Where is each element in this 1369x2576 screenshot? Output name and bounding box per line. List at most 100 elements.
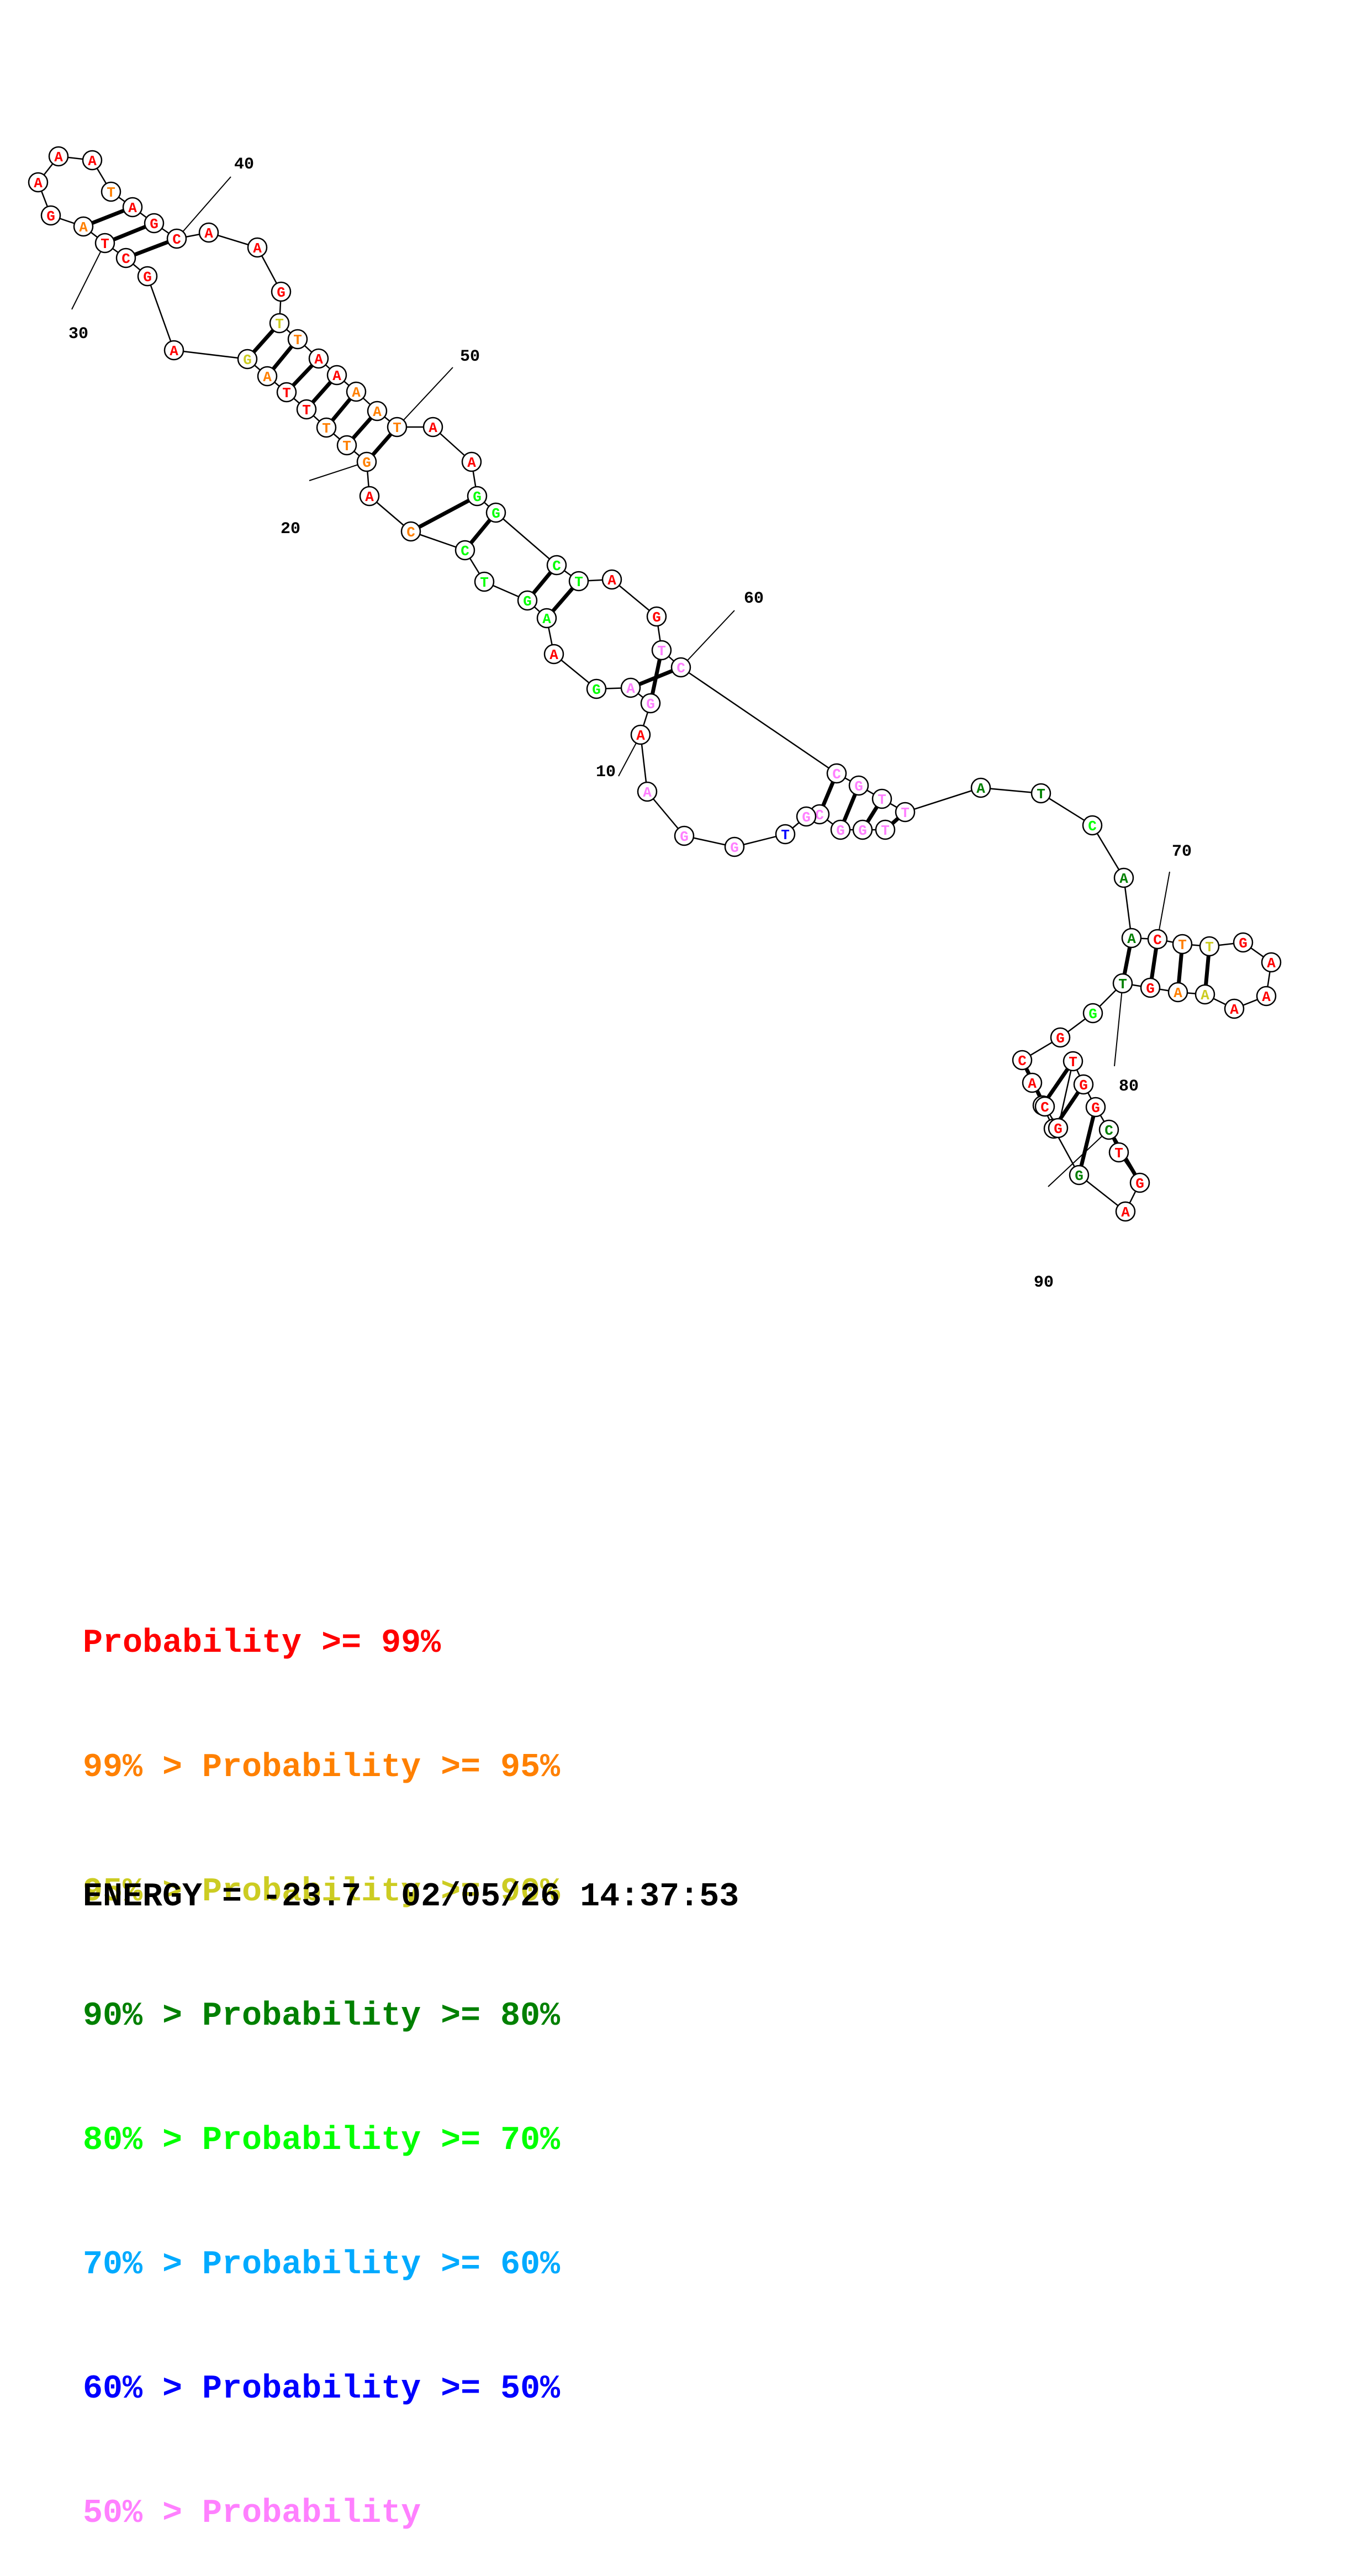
nucleotide-letter: G <box>854 778 863 795</box>
nucleotide-circle <box>94 233 115 254</box>
nucleotide-circle <box>467 486 488 507</box>
nucleotide: T <box>316 417 337 438</box>
nucleotide: T <box>387 417 408 438</box>
nucleotide: T <box>568 571 589 592</box>
nucleotide-circle <box>308 348 329 369</box>
backbone-segment <box>173 349 248 360</box>
nucleotide-circle <box>546 555 567 576</box>
nucleotide-circle <box>620 677 641 698</box>
nucleotide-circle <box>40 205 61 226</box>
nucleotide-circle <box>568 571 589 592</box>
legend-row: Probability >= 99% <box>83 1623 560 1664</box>
position-label: 60 <box>744 589 764 608</box>
nucleotide: G <box>517 590 538 611</box>
nucleotide-letter: A <box>1174 985 1182 1002</box>
nucleotide: A <box>367 401 388 422</box>
nucleotide: C <box>166 228 187 249</box>
energy-footer: ENERGY = -23.7 02/05/26 14:37:53 <box>83 1878 739 1916</box>
nucleotide-circle <box>630 724 651 745</box>
legend-prefix: 95% > <box>83 1873 203 1911</box>
nucleotide-circle <box>257 366 278 387</box>
nucleotide-letter: T <box>781 827 790 844</box>
nucleotide-letter: A <box>976 781 985 797</box>
position-tick-line <box>176 176 231 239</box>
nucleotide-letter: A <box>128 200 137 217</box>
nucleotide: C <box>1082 815 1103 836</box>
nucleotide-letter: G <box>652 609 661 626</box>
nucleotide-circle <box>1034 1096 1055 1117</box>
energy-value: ENERGY = -23.7 <box>83 1878 362 1916</box>
nucleotide-circle <box>163 340 184 361</box>
nucleotide: A <box>422 417 443 438</box>
nucleotide-letter: C <box>832 766 841 783</box>
nucleotide-letter: G <box>1054 1121 1063 1137</box>
nucleotide: T <box>871 788 892 809</box>
nucleotide-circle <box>1012 1050 1033 1071</box>
nucleotide: T <box>101 181 121 202</box>
nucleotide: T <box>1172 934 1193 955</box>
nucleotide-letter: G <box>1091 1100 1100 1116</box>
nucleotide-letter: C <box>406 524 415 541</box>
nucleotide-letter: A <box>1201 987 1209 1004</box>
nucleotide-letter: T <box>342 438 351 455</box>
position-label: 40 <box>234 155 254 174</box>
legend-label: Probability >= 80% <box>202 1998 561 2035</box>
nucleotide-circle <box>586 678 607 699</box>
nucleotide: C <box>454 540 475 561</box>
nucleotide-circle <box>1113 867 1134 888</box>
nucleotide-circle <box>601 569 622 590</box>
nucleotide-letter: G <box>730 840 739 856</box>
position-tick-line <box>1157 871 1170 940</box>
nucleotide: T <box>94 233 115 254</box>
nucleotide-circle <box>367 401 388 422</box>
backbone-segment <box>1040 792 1093 826</box>
nucleotide-circle <box>454 540 475 561</box>
nucleotide-circle <box>796 806 817 827</box>
nucleotide-circle <box>637 781 658 802</box>
nucleotide-letter: T <box>282 385 291 402</box>
legend-label: Probability >= 90% <box>202 1873 561 1911</box>
position-label: 70 <box>1172 842 1192 861</box>
backbone-segment <box>905 787 981 813</box>
position-label: 80 <box>1119 1077 1139 1096</box>
nucleotide-circle <box>775 824 796 845</box>
nucleotide: T <box>276 382 297 403</box>
legend-row: 90% > Probability >= 80% <box>83 1996 560 2037</box>
position-label: 50 <box>460 347 480 366</box>
nucleotide: A <box>198 222 219 243</box>
backbone-segment <box>146 276 175 351</box>
legend-label: Probability <box>202 2495 421 2532</box>
nucleotide-letter: G <box>1239 935 1248 952</box>
nucleotide: T <box>269 313 290 334</box>
nucleotide-circle <box>346 381 367 402</box>
legend-row: 70% > Probability >= 60% <box>83 2245 560 2286</box>
nucleotide-letter: A <box>204 225 213 242</box>
nucleotide-letter: T <box>1205 939 1214 956</box>
nucleotide: G <box>1048 1118 1069 1139</box>
nucleotide-circle <box>871 788 892 809</box>
nucleotide-circle <box>1121 928 1142 949</box>
nucleotide-letter: A <box>373 404 382 420</box>
position-label: 10 <box>596 763 616 782</box>
nucleotide: G <box>485 502 506 523</box>
nucleotide-letter: A <box>1028 1076 1037 1092</box>
nucleotide-circle <box>1172 934 1193 955</box>
nucleotide-circle <box>122 197 143 218</box>
nucleotide-letter: A <box>314 351 323 368</box>
nucleotide: T <box>296 399 317 420</box>
nucleotide: T <box>651 640 672 661</box>
nucleotide-circle <box>646 606 667 627</box>
nucleotide: A <box>1115 1201 1136 1222</box>
nucleotide-letter: T <box>302 402 311 419</box>
nucleotide: G <box>796 806 817 827</box>
nucleotide-circle <box>316 417 337 438</box>
nucleotide-letter: A <box>54 149 63 166</box>
nucleotide-circle <box>276 382 297 403</box>
nucleotide-letter: A <box>263 369 272 386</box>
nucleotide-circle <box>1030 783 1051 804</box>
nucleotide: T <box>895 802 916 823</box>
legend-label: Probability >= 70% <box>202 2122 561 2159</box>
nucleotide-letter: G <box>802 809 811 826</box>
nucleotide-letter: G <box>277 285 286 301</box>
nucleotide: A <box>73 216 94 237</box>
